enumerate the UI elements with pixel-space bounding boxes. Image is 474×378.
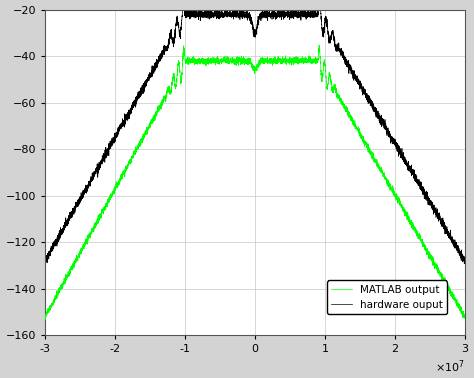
hardware ouput [42, 259, 48, 264]
hardware ouput [356, 80, 361, 84]
MATLAB output [462, 316, 468, 321]
MATLAB output [316, 43, 322, 47]
Text: $\times10^7$: $\times10^7$ [435, 358, 465, 375]
hardware ouput [180, 7, 185, 12]
MATLAB output [294, 59, 300, 64]
hardware ouput [203, 13, 209, 18]
hardware ouput [388, 132, 393, 136]
hardware ouput [118, 123, 124, 127]
MATLAB output [356, 124, 361, 129]
MATLAB output [315, 57, 321, 62]
MATLAB output [203, 58, 209, 62]
Line: MATLAB output: MATLAB output [45, 45, 465, 319]
Line: hardware ouput: hardware ouput [45, 9, 465, 264]
hardware ouput [461, 262, 467, 266]
MATLAB output [42, 314, 48, 319]
hardware ouput [315, 11, 321, 15]
MATLAB output [388, 186, 393, 191]
hardware ouput [462, 259, 468, 263]
Legend: MATLAB output, hardware ouput: MATLAB output, hardware ouput [327, 280, 447, 314]
MATLAB output [118, 177, 124, 181]
MATLAB output [43, 317, 48, 322]
hardware ouput [294, 11, 300, 16]
